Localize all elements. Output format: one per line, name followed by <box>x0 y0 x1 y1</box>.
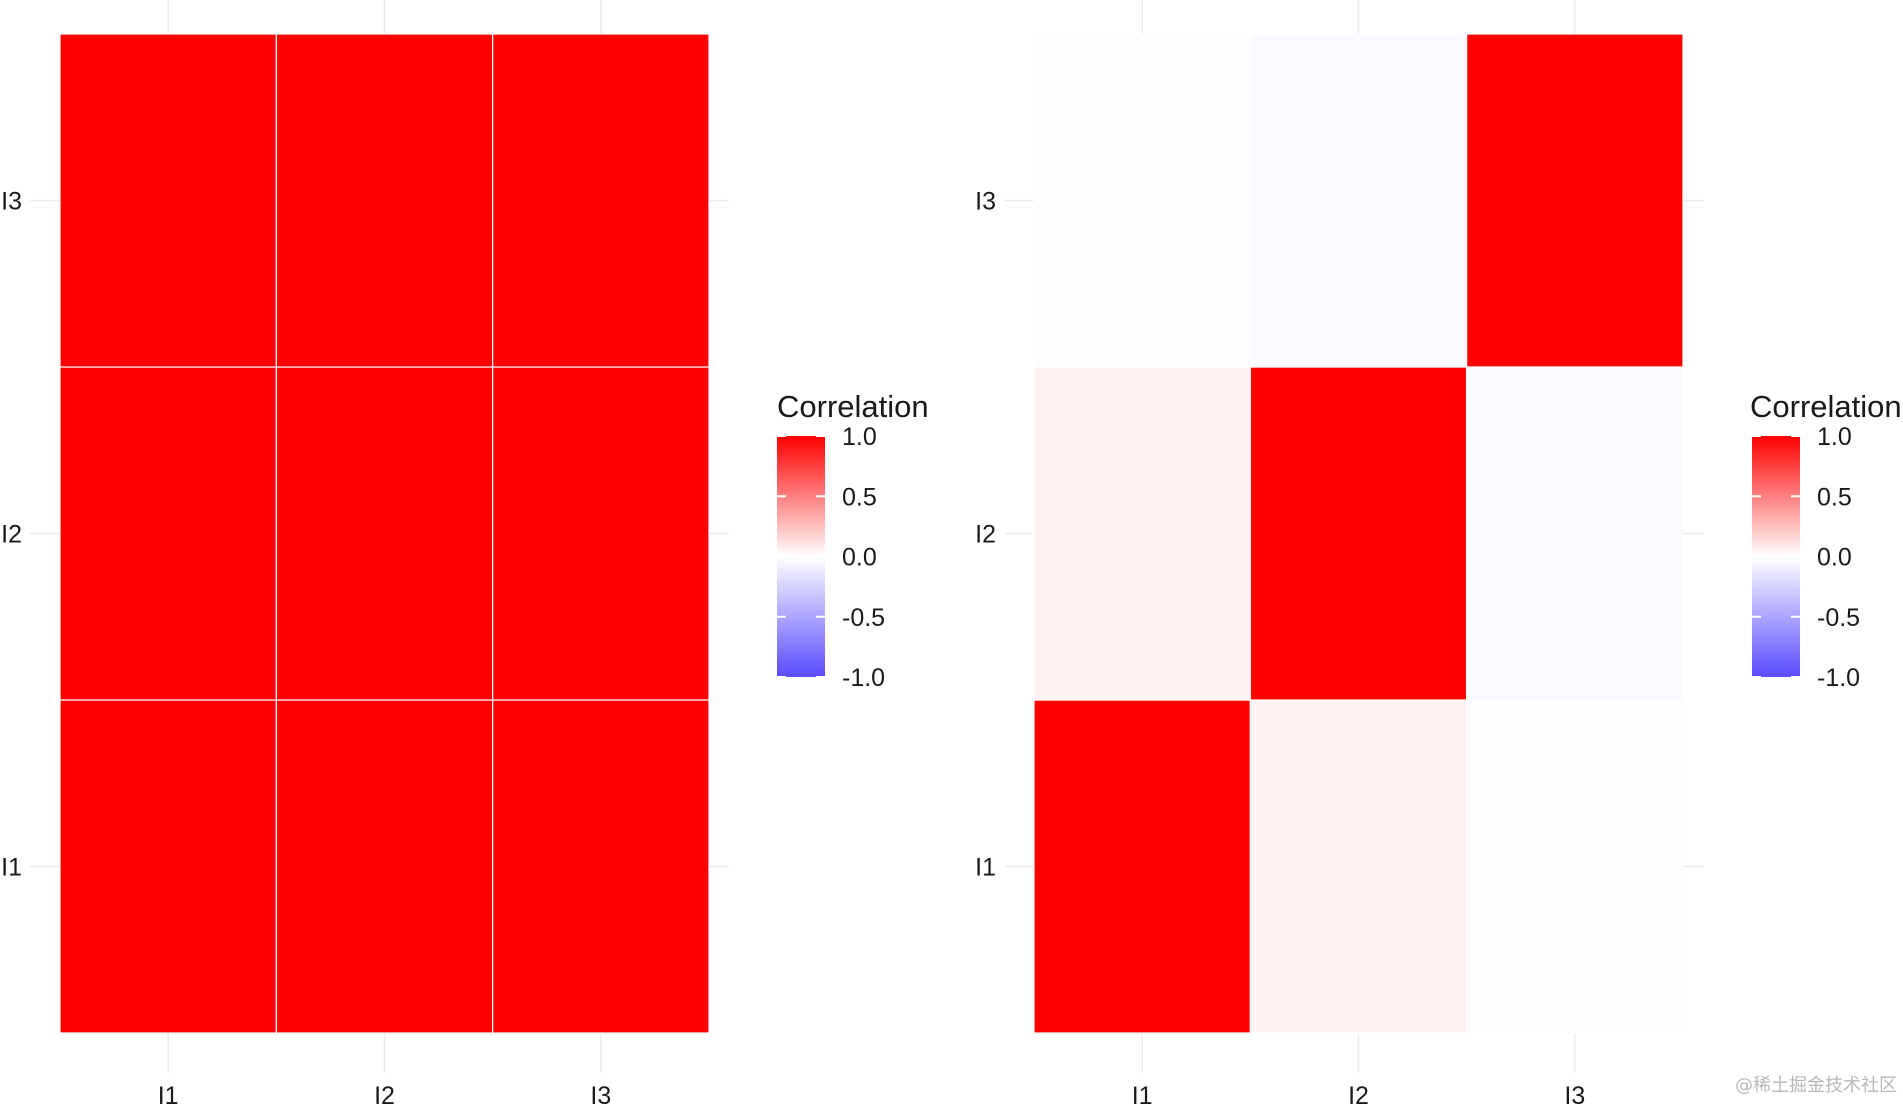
legend-tick-label: -1.0 <box>1817 664 1860 692</box>
legend-title: Correlation <box>777 389 929 424</box>
legend-tick-label: -1.0 <box>842 664 885 692</box>
y-tick-label: I2 <box>975 521 996 549</box>
heatmap-cell-I2-I2 <box>275 366 494 701</box>
x-tick-label: I2 <box>374 1082 395 1105</box>
legend-tick-label: 1.0 <box>842 423 877 451</box>
y-tick-label: I3 <box>975 188 996 216</box>
y-tick-label: I1 <box>975 854 996 882</box>
legend-tick-label: 0.5 <box>1817 483 1852 511</box>
x-tick-label: I2 <box>1348 1082 1369 1105</box>
y-tick-label: I1 <box>1 854 22 882</box>
heatmap-cell-I3-I3 <box>1466 33 1684 368</box>
legend-tick-label: 1.0 <box>1817 423 1852 451</box>
heatmap-cell-I3-I2 <box>1249 33 1468 368</box>
watermark: @稀土掘金技术社区 <box>1735 1075 1897 1096</box>
heatmap-cell-I3-I3 <box>492 33 710 368</box>
heatmap-cell-I1-I3 <box>1466 699 1684 1034</box>
legend-title: Correlation <box>1750 389 1902 424</box>
x-tick-label: I3 <box>590 1082 611 1105</box>
legend-tick-label: 0.0 <box>842 544 877 572</box>
heatmap-cell-I1-I2 <box>1249 699 1468 1034</box>
heatmap-cell-I2-I1 <box>59 366 277 701</box>
heatmap-cell-I3-I1 <box>59 33 277 368</box>
heatmap-cell-I1-I3 <box>492 699 710 1034</box>
y-tick-label: I2 <box>1 521 22 549</box>
heatmap-cell-I3-I2 <box>275 33 494 368</box>
heatmap-cell-I2-I2 <box>1249 366 1468 701</box>
legend-tick-label: 0.0 <box>1817 544 1852 572</box>
y-tick-label: I3 <box>1 188 22 216</box>
heatmap-cell-I3-I1 <box>1033 33 1251 368</box>
heatmap-cell-I2-I1 <box>1033 366 1251 701</box>
heatmap-cell-I2-I3 <box>492 366 710 701</box>
x-tick-label: I1 <box>158 1082 179 1105</box>
legend-tick-label: -0.5 <box>1817 604 1860 632</box>
legend-tick-label: 0.5 <box>842 483 877 511</box>
heatmap-cell-I2-I3 <box>1466 366 1684 701</box>
heatmap-cell-I1-I1 <box>1033 699 1251 1034</box>
heatmap-cell-I1-I1 <box>59 699 277 1034</box>
legend-tick-label: -0.5 <box>842 604 885 632</box>
x-tick-label: I3 <box>1564 1082 1585 1105</box>
heatmap-cell-I1-I2 <box>275 699 494 1034</box>
x-tick-label: I1 <box>1132 1082 1153 1105</box>
